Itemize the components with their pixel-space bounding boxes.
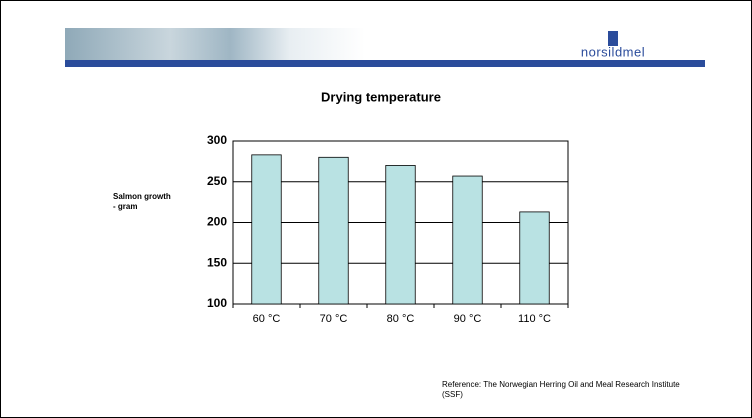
bar <box>386 165 415 304</box>
slide: norsildmel Drying temperature 100 150 200 2… <box>0 0 752 418</box>
x-tick-label: 70 °C <box>320 313 348 325</box>
reference: Reference: The Norwegian Herring Oil and… <box>442 380 702 400</box>
x-tick-label: 80 °C <box>387 313 415 325</box>
y-axis-label: Salmon growth - gram <box>113 192 173 212</box>
y-tick-label: 200 <box>207 215 227 229</box>
y-tick-label: 300 <box>207 133 227 147</box>
y-tick-label: 100 <box>207 296 227 310</box>
banner-image <box>65 28 365 60</box>
y-tick-label: 150 <box>207 255 227 269</box>
x-tick-label: 110 °C <box>518 313 551 325</box>
chart-title: Drying temperature <box>321 89 441 104</box>
bar <box>319 157 348 304</box>
logo: norsildmel <box>581 44 645 59</box>
header-bar <box>65 60 705 67</box>
bar <box>520 212 549 304</box>
bar <box>453 176 482 304</box>
x-tick-label: 60 °C <box>253 313 281 325</box>
x-tick-label: 90 °C <box>454 313 482 325</box>
bar <box>252 155 281 304</box>
y-tick-label: 250 <box>207 174 227 188</box>
